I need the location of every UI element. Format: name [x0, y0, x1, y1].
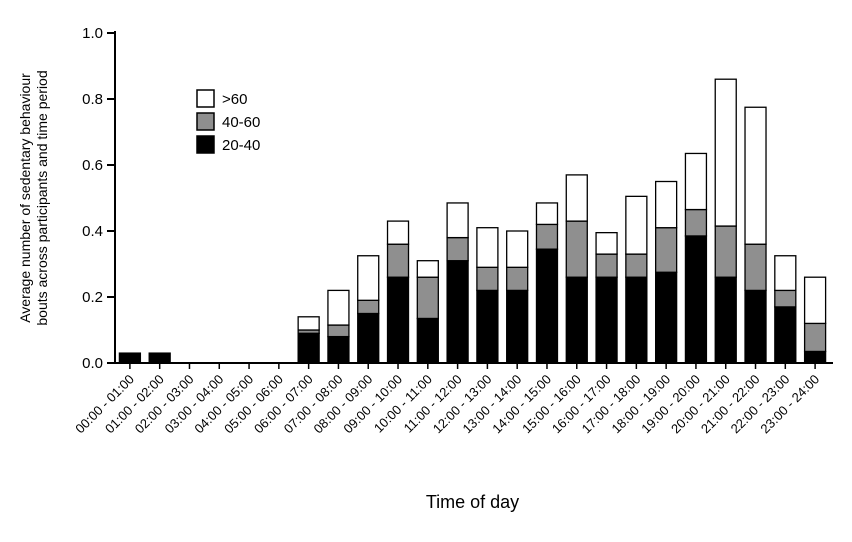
bar-segment-gt-60: [535, 202, 559, 226]
bar-segment-40-60: [714, 225, 737, 278]
legend-label-gt-60: >60: [222, 91, 247, 108]
bar-segment-20-40: [148, 352, 171, 364]
y-tick-label: 0.0: [82, 355, 103, 372]
legend-swatch-20-40: [196, 135, 215, 154]
bar-segment-40-60: [803, 322, 827, 353]
bar-segment-gt-60: [506, 230, 529, 268]
bar-segment-40-60: [357, 299, 380, 315]
y-tick-label: 0.4: [82, 223, 103, 240]
bar-segment-40-60: [535, 223, 559, 250]
bar-segment-gt-60: [595, 231, 618, 255]
bar-segment-20-40: [416, 317, 439, 364]
bar-segment-40-60: [506, 266, 529, 292]
bar-segment-20-40: [654, 271, 678, 364]
bar-segment-40-60: [774, 289, 797, 308]
bar-segment-20-40: [297, 332, 320, 364]
bar-segment-20-40: [774, 306, 797, 364]
bar-segment-20-40: [446, 260, 469, 364]
legend-label-20-40: 20-40: [222, 137, 260, 154]
legend-swatch-40-60: [196, 112, 215, 131]
bar-segment-20-40: [535, 248, 559, 364]
bar-segment-gt-60: [803, 276, 827, 325]
bar-segment-gt-60: [476, 227, 499, 268]
bar-segment-gt-60: [357, 255, 380, 301]
x-axis-title: Time of day: [426, 492, 519, 512]
bar-segment-40-60: [684, 208, 708, 237]
bar-segment-40-60: [744, 243, 767, 292]
bar-segment-gt-60: [386, 220, 410, 245]
bar-segment-gt-60: [714, 78, 737, 227]
bar-segment-gt-60: [565, 174, 588, 222]
bar-segment-20-40: [357, 312, 380, 364]
y-axis-title-line: Average number of sedentary behaviour: [17, 73, 33, 323]
bar-segment-20-40: [625, 276, 648, 364]
bar-segment-20-40: [386, 276, 410, 364]
bar-segment-gt-60: [654, 180, 678, 229]
bar-segment-20-40: [327, 335, 350, 364]
bar-segment-gt-60: [744, 106, 767, 245]
legend-swatch-gt-60: [196, 89, 215, 108]
bar-segment-gt-60: [446, 202, 469, 239]
bar-segment-gt-60: [327, 289, 350, 326]
y-tick-label: 1.0: [82, 25, 103, 42]
bar-segment-40-60: [386, 243, 410, 278]
bar-segment-40-60: [625, 253, 648, 278]
bar-segment-40-60: [476, 266, 499, 292]
bar-segment-gt-60: [297, 316, 320, 331]
bar-segment-20-40: [803, 350, 827, 364]
bar-segment-20-40: [118, 352, 142, 364]
bar-segment-gt-60: [684, 152, 708, 211]
bar-segment-gt-60: [625, 195, 648, 255]
bar-segment-40-60: [595, 253, 618, 278]
bar-segment-20-40: [506, 289, 529, 364]
bar-segment-40-60: [654, 227, 678, 273]
y-tick-label: 0.8: [82, 91, 103, 108]
bar-segment-40-60: [565, 220, 588, 278]
bar-segment-20-40: [684, 235, 708, 364]
y-tick-label: 0.2: [82, 289, 103, 306]
bar-segment-20-40: [744, 289, 767, 364]
bar-segment-gt-60: [774, 255, 797, 292]
bar-segment-gt-60: [416, 260, 439, 278]
bar-segment-40-60: [327, 324, 350, 338]
bar-segment-20-40: [714, 276, 737, 364]
bar-segment-20-40: [595, 276, 618, 364]
bar-segment-20-40: [476, 289, 499, 364]
legend-label-40-60: 40-60: [222, 114, 260, 131]
bar-segment-40-60: [416, 276, 439, 320]
bar-segment-20-40: [565, 276, 588, 364]
y-tick-label: 0.6: [82, 157, 103, 174]
bar-segment-40-60: [446, 236, 469, 262]
y-axis-title-line: bouts across participants and time perio…: [34, 70, 50, 325]
